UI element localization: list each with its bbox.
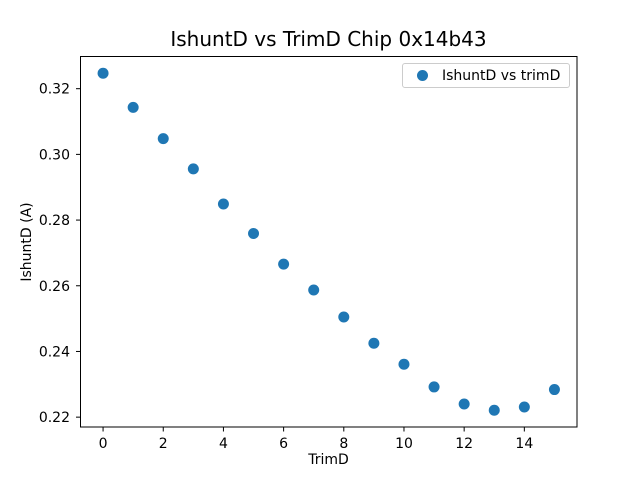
scatter-point xyxy=(157,133,169,145)
y-axis-label: IshuntD (A) xyxy=(19,202,35,282)
scatter-point xyxy=(488,404,500,416)
x-tick-label: 2 xyxy=(159,436,168,452)
legend-label: IshuntD vs trimD xyxy=(442,67,561,84)
x-axis-label: TrimD xyxy=(308,452,349,468)
scatter-point xyxy=(398,358,410,370)
y-tick-label: 0.28 xyxy=(39,213,70,229)
scatter-point xyxy=(518,401,530,413)
legend-marker-icon xyxy=(417,70,428,81)
scatter-point xyxy=(428,381,440,393)
scatter-point xyxy=(368,337,380,349)
scatter-point xyxy=(217,198,229,210)
y-tick-label: 0.26 xyxy=(39,279,70,295)
scatter-point xyxy=(97,67,109,79)
scatter-point xyxy=(187,163,199,175)
legend: IshuntD vs trimD xyxy=(402,63,570,88)
y-tick-label: 0.30 xyxy=(39,147,70,163)
y-tick-label: 0.24 xyxy=(39,344,70,360)
x-tick-label: 14 xyxy=(515,436,533,452)
x-tick-label: 10 xyxy=(395,436,413,452)
scatter-point xyxy=(338,311,350,323)
scatter-point xyxy=(308,284,320,296)
scatter-point xyxy=(248,228,260,240)
y-tick-label: 0.32 xyxy=(39,82,70,98)
plot-border xyxy=(80,56,578,428)
x-tick-label: 0 xyxy=(99,436,108,452)
scatter-point xyxy=(278,258,290,270)
x-tick-label: 8 xyxy=(339,436,348,452)
scatter-point xyxy=(127,101,139,113)
scatter-point xyxy=(548,384,560,396)
y-tick-label: 0.22 xyxy=(39,410,70,426)
x-tick-label: 12 xyxy=(455,436,473,452)
scatter-point xyxy=(458,398,470,410)
x-tick-label: 4 xyxy=(219,436,228,452)
chart-title: IshuntD vs TrimD Chip 0x14b43 xyxy=(170,27,487,51)
x-tick-label: 6 xyxy=(279,436,288,452)
